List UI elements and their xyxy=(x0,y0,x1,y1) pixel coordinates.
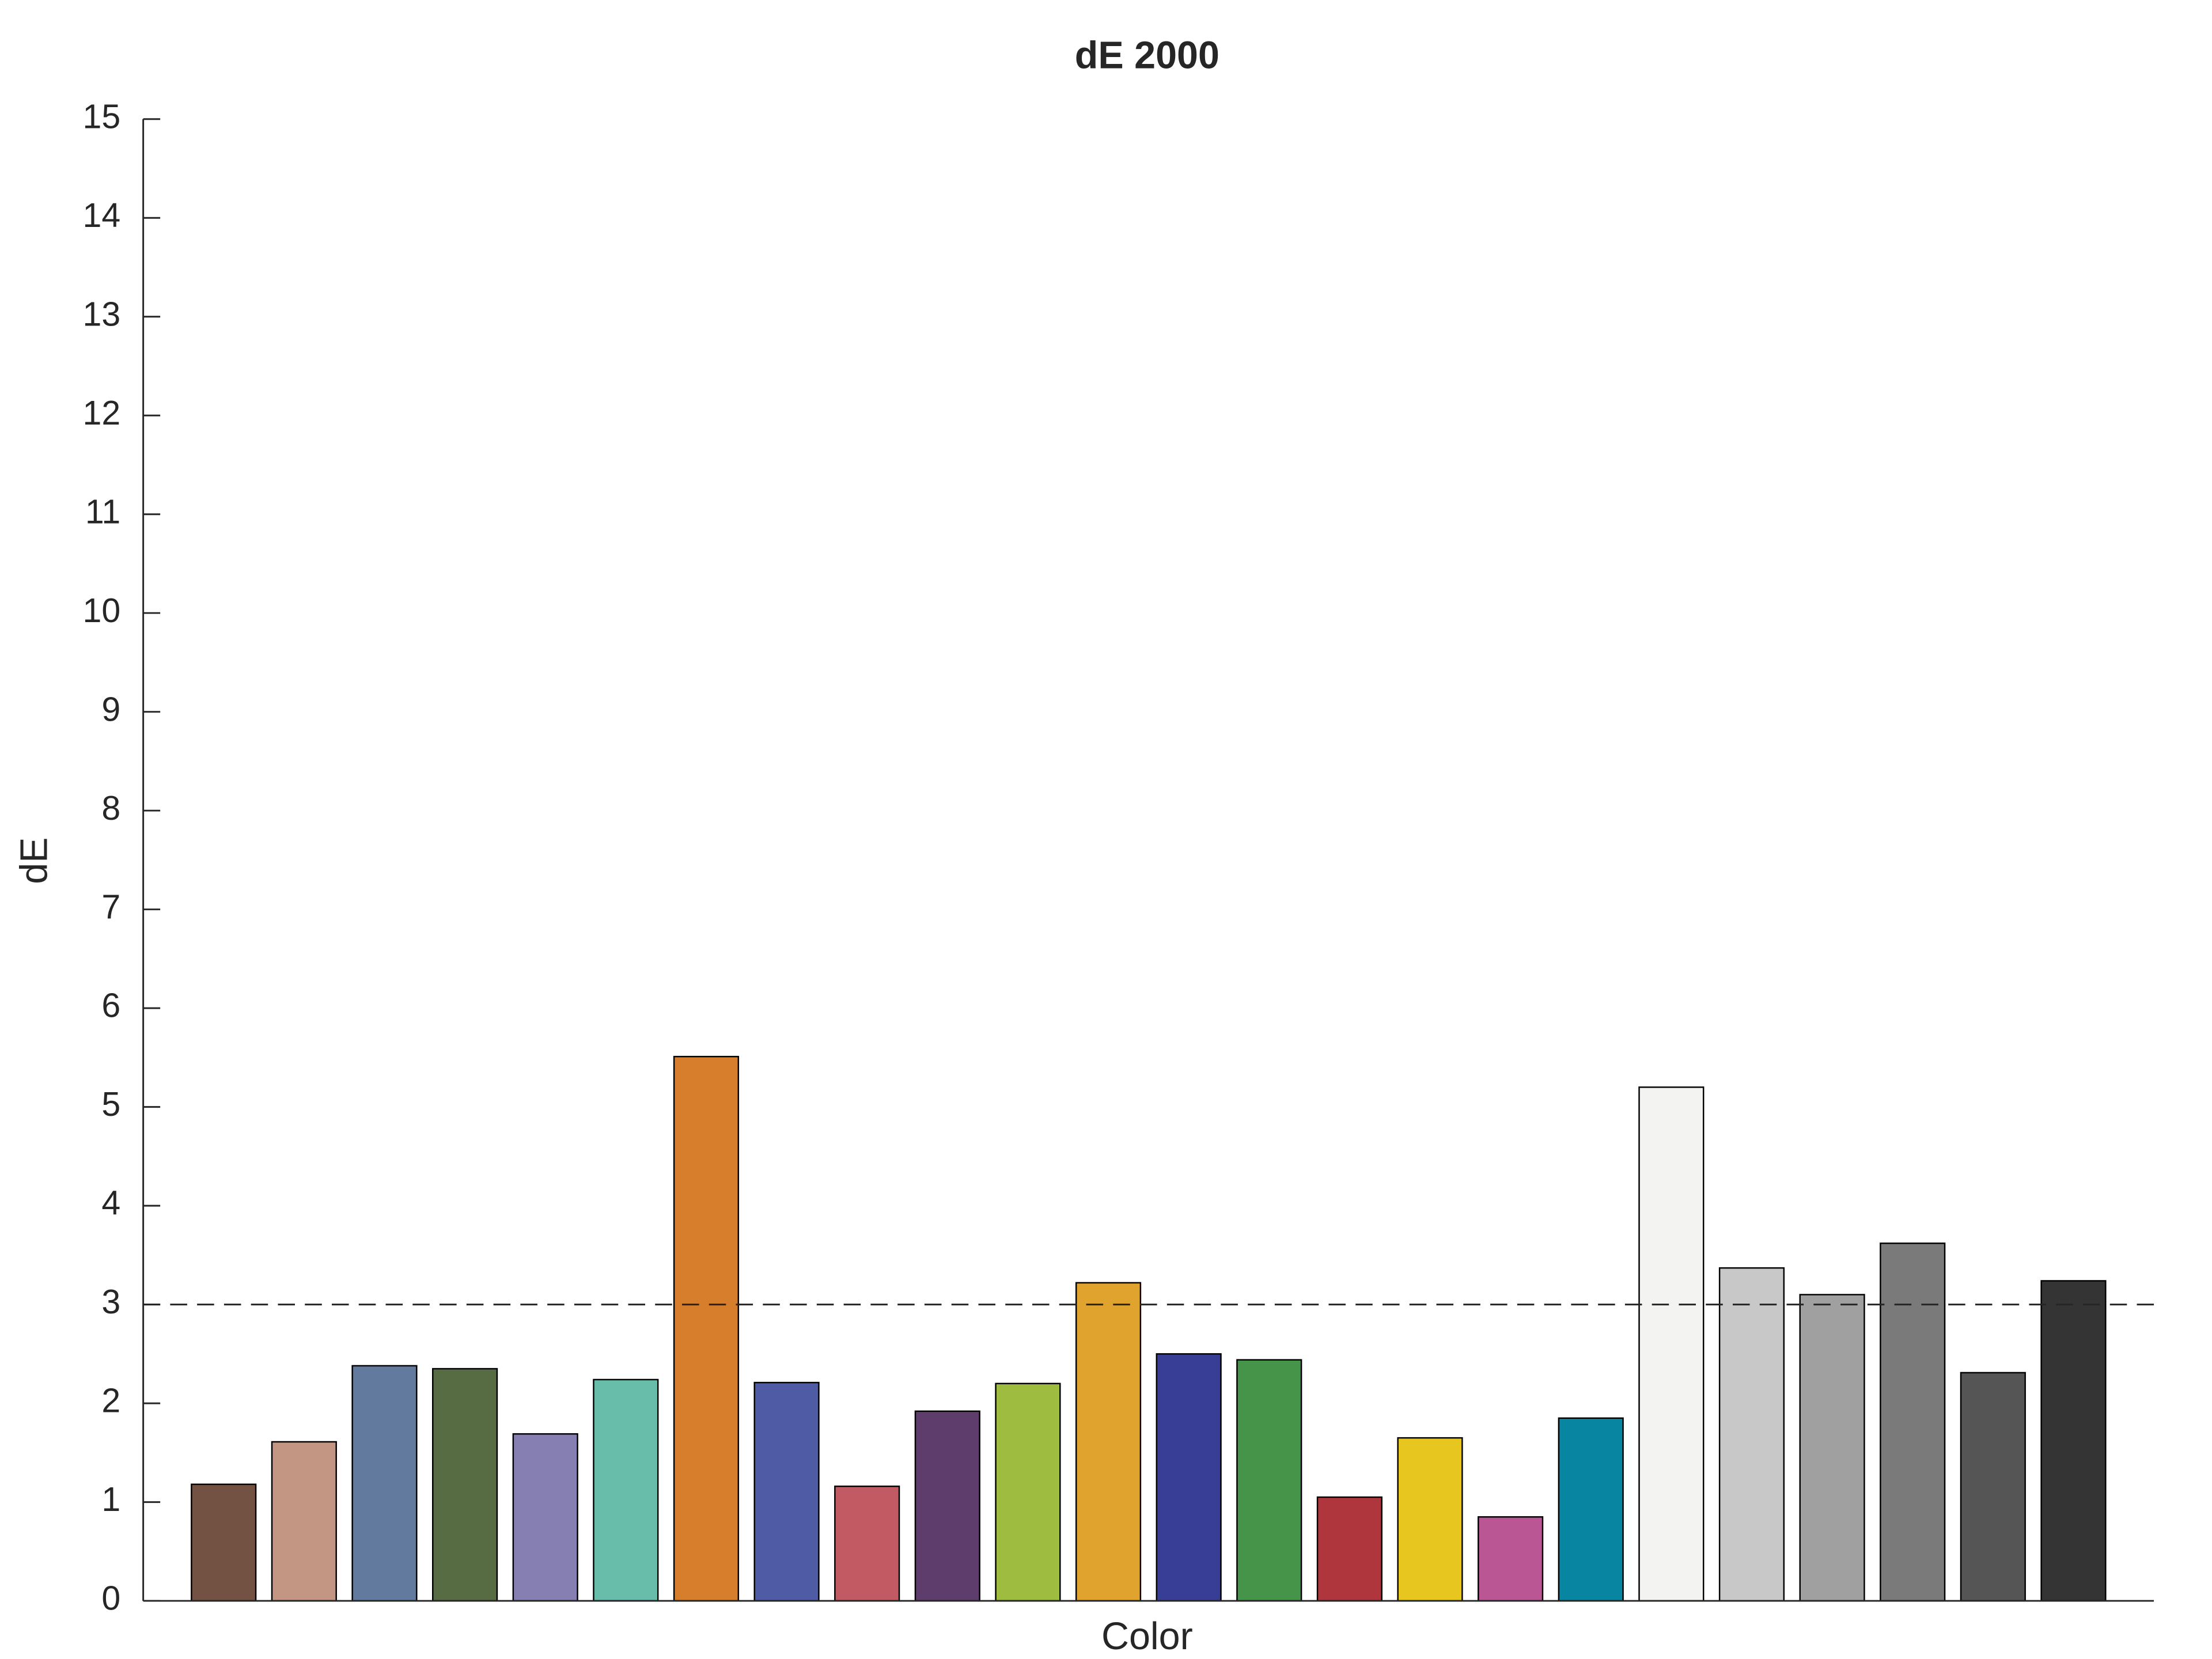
y-tick-label: 12 xyxy=(83,394,121,432)
bar xyxy=(512,1433,578,1602)
y-tick-label: 13 xyxy=(83,295,121,333)
y-tick-label: 7 xyxy=(101,888,120,926)
bar xyxy=(593,1378,659,1602)
y-tick-label: 11 xyxy=(85,493,120,531)
bar xyxy=(351,1365,418,1602)
y-tick-label: 1 xyxy=(101,1480,120,1518)
bar xyxy=(1799,1294,1865,1602)
y-tick-label: 5 xyxy=(101,1085,120,1123)
bar xyxy=(1718,1267,1785,1602)
bar xyxy=(1638,1086,1705,1602)
y-tick-label: 6 xyxy=(101,987,120,1025)
bar xyxy=(1316,1496,1382,1602)
bar xyxy=(2040,1280,2107,1602)
bar xyxy=(1156,1353,1222,1602)
chart-title: dE 2000 xyxy=(1075,34,1219,77)
bar xyxy=(1880,1243,1946,1602)
y-tick-label: 2 xyxy=(101,1382,120,1420)
bar xyxy=(1960,1372,2026,1602)
bar xyxy=(1397,1437,1463,1602)
bar xyxy=(432,1368,498,1602)
bar xyxy=(271,1441,337,1602)
bar xyxy=(834,1485,900,1602)
y-tick-label: 0 xyxy=(101,1580,120,1618)
y-tick-label: 14 xyxy=(83,196,121,234)
y-tick-label: 10 xyxy=(83,592,121,630)
y-tick-label: 9 xyxy=(101,690,120,728)
bar xyxy=(914,1410,980,1602)
bar xyxy=(1558,1417,1624,1602)
y-tick-label: 4 xyxy=(101,1184,120,1222)
y-tick-label: 3 xyxy=(101,1283,120,1321)
bar xyxy=(673,1055,740,1602)
bar xyxy=(753,1381,820,1602)
y-tick-label: 15 xyxy=(83,97,121,135)
bar xyxy=(1478,1516,1544,1602)
bar xyxy=(1236,1359,1302,1602)
y-tick-label: 8 xyxy=(101,789,120,827)
x-axis-label: Color xyxy=(1101,1615,1193,1658)
bar xyxy=(191,1483,257,1602)
bar xyxy=(995,1382,1061,1602)
y-axis-label: dE xyxy=(13,838,56,884)
bar xyxy=(1075,1282,1142,1602)
